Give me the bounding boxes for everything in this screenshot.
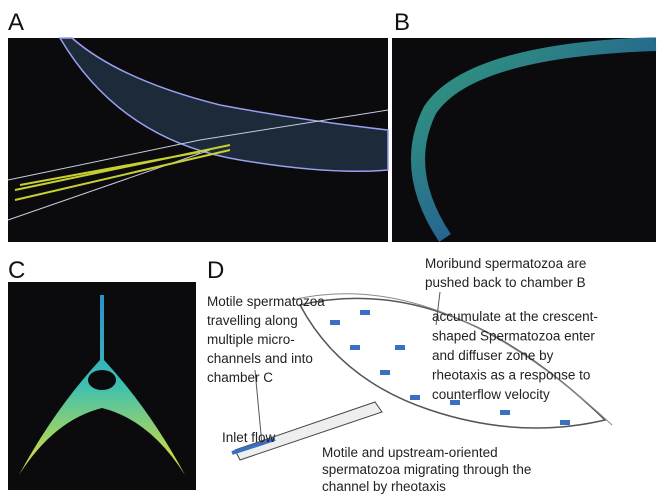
annotation-line: spermatozoa migrating through the [322,462,531,477]
annotation-line: and diffuser zone by [432,348,554,363]
chamber-hole [88,370,116,390]
annotation-line: channel by rheotaxis [322,479,446,494]
annotation-line: Inlet flow [222,430,276,445]
annotation-line: pushed back to chamber B [425,275,586,290]
panel-label: D [207,257,224,284]
annotation-line: accumulate at the crescent- [432,309,598,324]
annotation-line: counterflow velocity [432,387,550,402]
annotation-line: travelling along [207,313,298,328]
annotation-line: Moribund spermatozoa are [425,256,586,271]
annotation-line: channels and into [207,351,313,366]
panel-label: C [8,257,25,284]
annotation-line: shaped Spermatozoa enter [432,329,595,344]
figure: A B C D Moribund spermatozoa are pushed b… [0,0,661,498]
panel-label: A [8,9,24,36]
annotation-line: Motile spermatozoa [207,294,325,309]
annotation-line: multiple micro- [207,332,295,347]
panel-label: B [394,9,410,36]
annotation-line: rheotaxis as a response to [432,368,590,383]
annotation-line: Motile and upstream-oriented [322,445,498,460]
annotation-line: chamber C [207,370,273,385]
